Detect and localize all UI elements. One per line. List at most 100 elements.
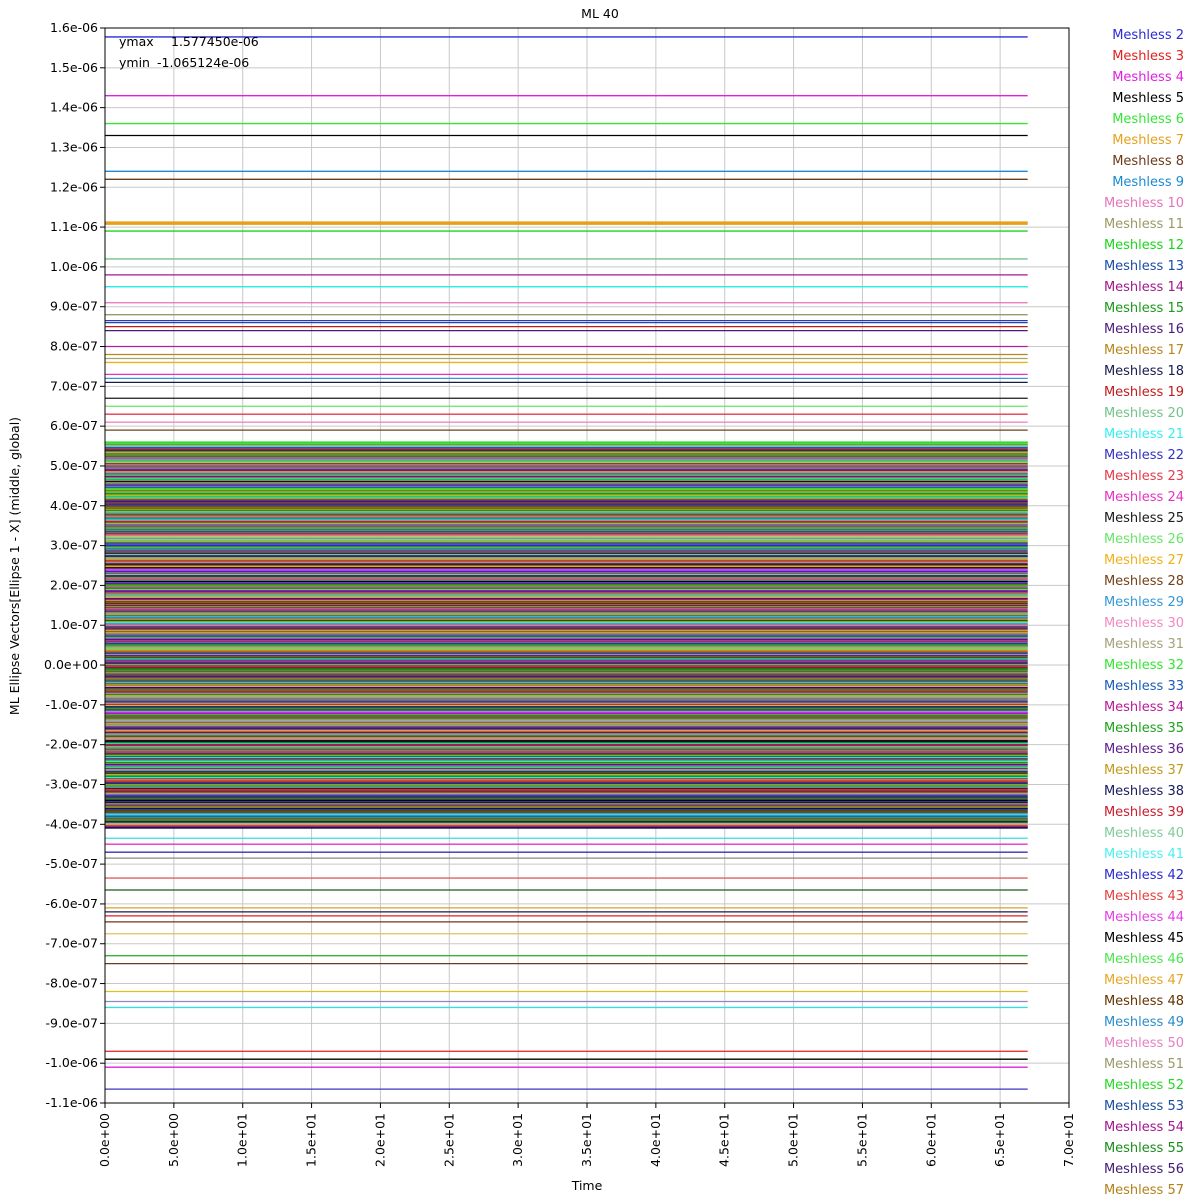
legend-entry: Meshless 19	[1104, 385, 1184, 400]
legend-entry: Meshless 38	[1104, 784, 1184, 799]
legend-entry: Meshless 34	[1104, 700, 1184, 715]
y-axis-label: ML Ellipse Vectors[Ellipse 1 - X] (middl…	[7, 417, 22, 715]
x-tick-label: 5.0e+01	[786, 1113, 801, 1167]
legend-entry: Meshless 55	[1104, 1141, 1184, 1156]
y-tick-label: -3.0e-07	[46, 776, 99, 791]
legend-entry: Meshless 45	[1104, 931, 1184, 946]
x-tick-label: 6.0e+01	[923, 1113, 938, 1167]
legend-entry: Meshless 6	[1112, 112, 1184, 127]
legend-entry: Meshless 10	[1104, 196, 1184, 211]
x-tick-label: 2.0e+01	[372, 1113, 387, 1167]
legend-entry: Meshless 28	[1104, 574, 1184, 589]
legend-entry: Meshless 35	[1104, 721, 1184, 736]
y-tick-label: 3.0e-07	[50, 538, 98, 553]
legend-entry: Meshless 3	[1112, 49, 1184, 64]
legend-entry: Meshless 48	[1104, 994, 1184, 1009]
x-tick-label: 1.5e+01	[304, 1113, 319, 1167]
chart-title: ML 40	[581, 6, 619, 21]
legend-entry: Meshless 43	[1104, 889, 1184, 904]
legend-entry: Meshless 56	[1104, 1162, 1184, 1177]
annotation-ymin-label: ymin	[119, 55, 150, 70]
legend-entry: Meshless 44	[1104, 910, 1184, 925]
annotation-ymin-value: -1.065124e-06	[157, 55, 249, 70]
legend-entry: Meshless 4	[1112, 70, 1184, 85]
legend-entry: Meshless 21	[1104, 427, 1184, 442]
legend-entry: Meshless 50	[1104, 1036, 1184, 1051]
y-tick-label: 2.0e-07	[50, 577, 98, 592]
x-axis: 0.0e+00 5.0e+00 1.0e+01 1.5e+01 2.0e+01 2.5e+…	[97, 1103, 1076, 1167]
legend-entry: Meshless 31	[1104, 637, 1184, 652]
legend-entry: Meshless 49	[1104, 1015, 1184, 1030]
legend-entry: Meshless 32	[1104, 658, 1184, 673]
legend-entry: Meshless 14	[1104, 280, 1184, 295]
legend-entry: Meshless 42	[1104, 868, 1184, 883]
y-tick-label: -7.0e-07	[46, 936, 99, 951]
legend-entry: Meshless 11	[1104, 217, 1184, 232]
legend-entry: Meshless 39	[1104, 805, 1184, 820]
y-tick-label: 8.0e-07	[50, 339, 98, 354]
y-tick-label: 1.6e-06	[50, 20, 98, 35]
legend-entry: Meshless 29	[1104, 595, 1184, 610]
y-tick-label: -6.0e-07	[46, 896, 99, 911]
y-tick-label: -5.0e-07	[46, 856, 99, 871]
y-tick-label: 1.4e-06	[50, 100, 98, 115]
y-tick-label: 4.0e-07	[50, 498, 98, 513]
legend-entry: Meshless 17	[1104, 343, 1184, 358]
legend-entry: Meshless 47	[1104, 973, 1184, 988]
y-tick-label: -9.0e-07	[46, 1015, 99, 1030]
y-tick-label: 0.0e+00	[44, 657, 98, 672]
series-lines	[105, 36, 1028, 1090]
legend-entry: Meshless 8	[1112, 154, 1184, 169]
legend-entry: Meshless 27	[1104, 553, 1184, 568]
x-tick-label: 1.0e+01	[235, 1113, 250, 1167]
y-tick-label: -1.0e-07	[46, 697, 99, 712]
y-tick-label: 1.1e-06	[50, 219, 98, 234]
legend-entry: Meshless 36	[1104, 742, 1184, 757]
y-tick-label: 1.3e-06	[50, 139, 98, 154]
y-tick-label: -8.0e-07	[46, 976, 99, 991]
x-axis-label: Time	[571, 1178, 603, 1193]
legend-entry: Meshless 40	[1104, 826, 1184, 841]
y-tick-label: 9.0e-07	[50, 299, 98, 314]
legend-entry: Meshless 54	[1104, 1120, 1184, 1135]
legend-entry: Meshless 33	[1104, 679, 1184, 694]
legend: Meshless 2 Meshless 3 Meshless 4 Meshless 5…	[1104, 28, 1184, 1198]
legend-entry: Meshless 13	[1104, 259, 1184, 274]
legend-entry: Meshless 37	[1104, 763, 1184, 778]
legend-entry: Meshless 51	[1104, 1057, 1184, 1072]
y-tick-label: -2.0e-07	[46, 737, 99, 752]
y-tick-label: 7.0e-07	[50, 378, 98, 393]
legend-entry: Meshless 46	[1104, 952, 1184, 967]
x-tick-label: 3.5e+01	[579, 1113, 594, 1167]
legend-entry: Meshless 57	[1104, 1183, 1184, 1198]
y-tick-label: -1.0e-06	[46, 1055, 99, 1070]
legend-entry: Meshless 24	[1104, 490, 1184, 505]
y-tick-label: 6.0e-07	[50, 418, 98, 433]
legend-entry: Meshless 20	[1104, 406, 1184, 421]
legend-entry: Meshless 22	[1104, 448, 1184, 463]
legend-entry: Meshless 18	[1104, 364, 1184, 379]
legend-entry: Meshless 52	[1104, 1078, 1184, 1093]
legend-entry: Meshless 2	[1112, 28, 1184, 43]
legend-entry: Meshless 15	[1104, 301, 1184, 316]
y-tick-label: -4.0e-07	[46, 816, 99, 831]
annotation-ymax-value: 1.577450e-06	[171, 34, 259, 49]
x-tick-label: 4.5e+01	[717, 1113, 732, 1167]
annotation-ymax-label: ymax	[119, 34, 154, 49]
legend-entry: Meshless 16	[1104, 322, 1184, 337]
legend-entry: Meshless 25	[1104, 511, 1184, 526]
y-tick-label: 5.0e-07	[50, 458, 98, 473]
legend-entry: Meshless 12	[1104, 238, 1184, 253]
legend-entry: Meshless 53	[1104, 1099, 1184, 1114]
legend-entry: Meshless 5	[1112, 91, 1184, 106]
y-tick-label: 1.2e-06	[50, 179, 98, 194]
y-tick-label: 1.5e-06	[50, 60, 98, 75]
x-tick-label: 5.0e+00	[166, 1113, 181, 1167]
legend-entry: Meshless 26	[1104, 532, 1184, 547]
legend-entry: Meshless 30	[1104, 616, 1184, 631]
x-tick-label: 7.0e+01	[1061, 1113, 1076, 1167]
x-tick-label: 4.0e+01	[648, 1113, 663, 1167]
legend-entry: Meshless 23	[1104, 469, 1184, 484]
y-tick-label: -1.1e-06	[46, 1095, 99, 1110]
